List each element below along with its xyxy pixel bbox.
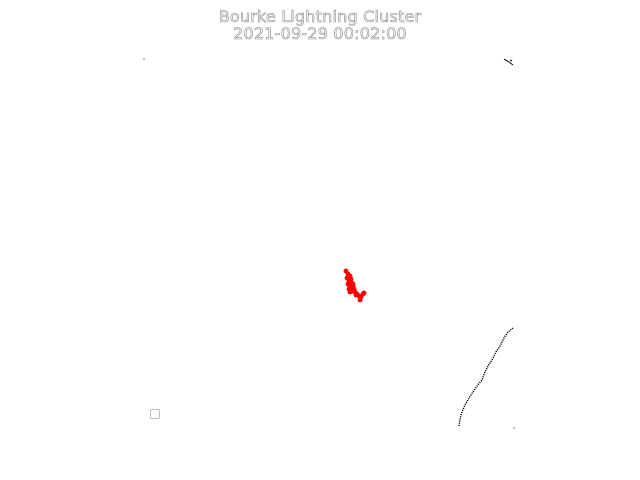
lightning-strike-cluster: [343, 268, 367, 303]
lightning-strike-point: [361, 290, 367, 296]
frame-corner-mark: [143, 58, 145, 60]
lightning-strike-point: [347, 289, 353, 295]
map-timestamp: 2021-09-29 00:02:00: [233, 24, 407, 43]
legend-checkbox-icon[interactable]: [150, 409, 160, 419]
lightning-strike-point: [353, 292, 359, 298]
map-title: Bourke Lightning Cluster: [218, 7, 422, 26]
lightning-strike-point: [350, 281, 356, 287]
boundary-line-northeast: [503, 58, 514, 66]
frame-corner-mark: [513, 427, 515, 429]
lightning-strike-point: [357, 297, 363, 303]
boundary-line-southeast: [458, 327, 514, 427]
